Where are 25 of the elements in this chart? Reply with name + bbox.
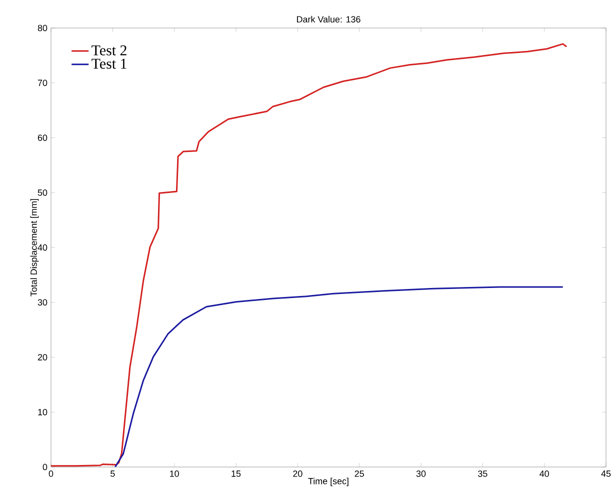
- x-tick-label: 40: [540, 470, 549, 477]
- line-series: [51, 43, 568, 467]
- y-tick-label: 80: [38, 24, 48, 32]
- chart-title: Dark Value: 136: [297, 16, 360, 23]
- y-tick-label: 30: [38, 299, 48, 306]
- y-tick-label: 0: [42, 464, 48, 470]
- x-tick-label: 30: [416, 470, 426, 477]
- y-axis-title: Total Displacement [mm]: [30, 199, 39, 296]
- legend-label: Test 2: [92, 45, 126, 56]
- y-tick-label: 60: [38, 134, 48, 141]
- y-tick-label: 40: [38, 244, 48, 251]
- x-tick-label: 5: [110, 470, 115, 477]
- y-tick-label: 20: [38, 354, 48, 360]
- x-tick-label: 0: [48, 470, 54, 477]
- x-axis-title: Time [sec]: [308, 478, 348, 486]
- y-tick-label: 50: [38, 189, 48, 196]
- x-tick-label: 45: [601, 470, 611, 477]
- y-tick-label: 10: [38, 408, 48, 416]
- x-tick-label: 35: [478, 470, 488, 477]
- legend-label: Test 1: [92, 58, 126, 69]
- y-tick-label: 70: [38, 80, 48, 86]
- x-tick-label: 20: [293, 470, 302, 477]
- x-tick-label: 10: [170, 470, 179, 477]
- x-tick-label: 25: [354, 470, 364, 477]
- x-tick-label: 15: [232, 470, 241, 477]
